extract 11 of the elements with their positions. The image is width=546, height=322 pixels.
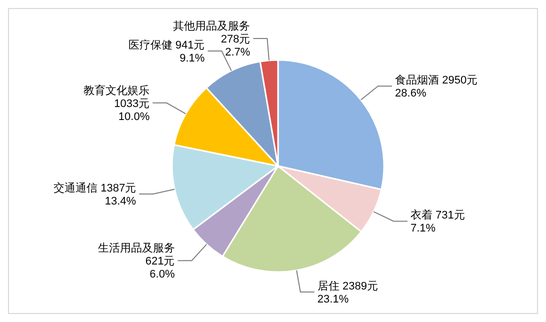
slice-label: 食品烟酒 2950元 28.6%: [395, 74, 478, 100]
slice-label: 其他用品及服务: [173, 19, 250, 32]
slice-label: 医疗保健 941元 9.1%: [128, 38, 205, 65]
slice-label: 交通通信 1387元 13.4%: [54, 182, 136, 208]
slice-label: 生活用品及服务: [98, 242, 175, 255]
slice-label: 教育文化娱乐: [84, 84, 150, 97]
data-label: 621元 6.0%: [145, 256, 175, 281]
slice-label: 衣着 731元 7.1%: [410, 208, 465, 235]
slice-label: 居住 2389元 23.1%: [317, 280, 378, 306]
data-label: 278元 2.7%: [220, 33, 250, 58]
data-label: 1033元 10.0%: [114, 98, 150, 123]
